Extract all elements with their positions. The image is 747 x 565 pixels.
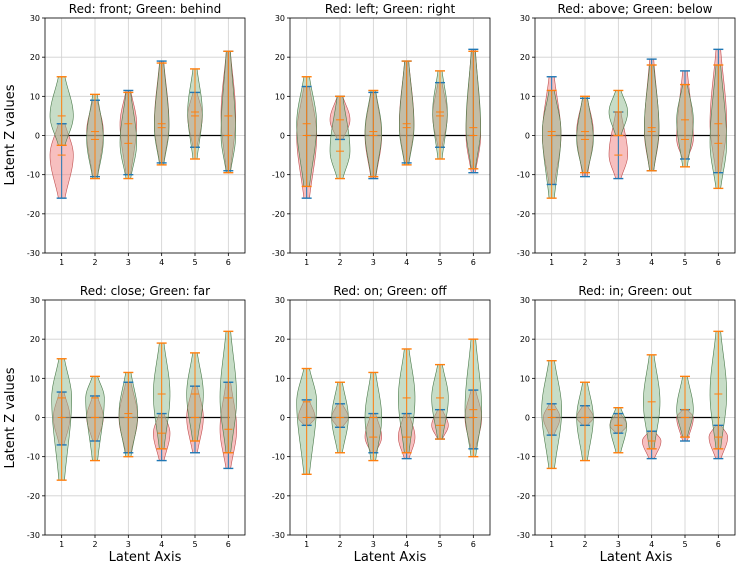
y-tick-label: -30 xyxy=(272,531,285,540)
x-tick-label: 4 xyxy=(404,258,409,267)
x-tick-label: 2 xyxy=(337,540,342,549)
x-tick-label: 6 xyxy=(226,258,231,267)
y-tick-label: 30 xyxy=(520,296,530,305)
y-axis-label-top: Latent Z values xyxy=(3,84,18,185)
y-tick-label: -20 xyxy=(27,210,40,219)
x-tick-label: 6 xyxy=(471,258,476,267)
x-tick-label: 5 xyxy=(192,540,197,549)
panel-title: Red: on; Green: off xyxy=(333,284,447,298)
y-tick-label: 10 xyxy=(30,92,40,101)
x-axis-label-3: Latent Axis xyxy=(600,550,673,565)
y-tick-label: 10 xyxy=(520,92,530,101)
x-tick-label: 5 xyxy=(437,540,442,549)
x-tick-label: 4 xyxy=(649,258,654,267)
x-tick-label: 4 xyxy=(159,540,164,549)
x-tick-label: 1 xyxy=(304,540,309,549)
y-tick-label: -10 xyxy=(27,171,40,180)
y-tick-label: 30 xyxy=(275,14,285,23)
y-tick-label: -20 xyxy=(272,210,285,219)
panel-title: Red: in; Green: out xyxy=(578,284,692,298)
x-tick-label: 5 xyxy=(192,258,197,267)
x-tick-label: 6 xyxy=(226,540,231,549)
y-tick-label: -10 xyxy=(517,171,530,180)
y-tick-label: -20 xyxy=(27,492,40,501)
y-tick-label: 10 xyxy=(30,374,40,383)
x-tick-label: 5 xyxy=(682,540,687,549)
y-tick-label: 20 xyxy=(275,335,285,344)
panel-title: Red: close; Green: far xyxy=(80,284,210,298)
y-tick-label: 20 xyxy=(30,335,40,344)
panel-4: -30 -20 -10 0 10 20 30 1 2 3 4 5 6 Red: close; Green:… xyxy=(27,284,246,549)
panel-3: -30 -20 -10 0 10 20 30 1 2 3 4 5 6 Red: above; Green:… xyxy=(517,2,736,267)
x-tick-label: 3 xyxy=(371,540,376,549)
y-tick-label: 30 xyxy=(275,296,285,305)
x-tick-label: 2 xyxy=(337,258,342,267)
y-tick-label: -20 xyxy=(517,210,530,219)
y-tick-label: -30 xyxy=(27,531,40,540)
y-tick-label: 0 xyxy=(280,132,285,141)
y-tick-label: 0 xyxy=(280,414,285,423)
x-axis-label-1: Latent Axis xyxy=(109,550,182,565)
y-tick-label: -30 xyxy=(272,249,285,258)
y-tick-label: 20 xyxy=(520,335,530,344)
x-tick-label: 2 xyxy=(582,258,587,267)
y-tick-label: -20 xyxy=(272,492,285,501)
y-tick-label: 0 xyxy=(35,132,40,141)
x-tick-label: 2 xyxy=(92,540,97,549)
y-tick-label: -30 xyxy=(517,249,530,258)
y-tick-label: 20 xyxy=(30,53,40,62)
x-axis-label-2: Latent Axis xyxy=(354,550,427,565)
x-tick-label: 3 xyxy=(126,540,131,549)
y-tick-label: 20 xyxy=(275,53,285,62)
x-tick-label: 4 xyxy=(404,540,409,549)
x-tick-label: 1 xyxy=(549,540,554,549)
panel-6: -30 -20 -10 0 10 20 30 1 2 3 4 5 6 Red: in; Green: ou… xyxy=(517,284,736,549)
x-tick-label: 5 xyxy=(437,258,442,267)
x-tick-label: 1 xyxy=(59,540,64,549)
x-tick-label: 6 xyxy=(716,540,721,549)
y-axis-label-bottom: Latent Z values xyxy=(3,367,18,468)
y-tick-label: 20 xyxy=(520,53,530,62)
x-tick-label: 6 xyxy=(716,258,721,267)
y-tick-label: -30 xyxy=(27,249,40,258)
y-tick-label: -10 xyxy=(517,453,530,462)
panel-2: -30 -20 -10 0 10 20 30 1 2 3 4 5 6 Red: left; Green: … xyxy=(272,2,491,267)
panel-1: -30 -20 -10 0 10 20 30 1 2 3 4 5 6 Red: front; Green:… xyxy=(27,2,246,267)
x-tick-label: 3 xyxy=(371,258,376,267)
x-tick-label: 3 xyxy=(616,258,621,267)
x-tick-label: 2 xyxy=(92,258,97,267)
y-tick-label: 0 xyxy=(35,414,40,423)
y-tick-label: -30 xyxy=(517,531,530,540)
y-tick-label: -10 xyxy=(27,453,40,462)
y-tick-label: -10 xyxy=(272,171,285,180)
x-tick-label: 2 xyxy=(582,540,587,549)
x-tick-label: 1 xyxy=(304,258,309,267)
y-tick-label: 30 xyxy=(520,14,530,23)
y-tick-label: 10 xyxy=(275,92,285,101)
y-tick-label: 0 xyxy=(525,414,530,423)
x-tick-label: 3 xyxy=(126,258,131,267)
y-tick-label: 30 xyxy=(30,14,40,23)
x-tick-label: 3 xyxy=(616,540,621,549)
panel-title: Red: above; Green: below xyxy=(558,2,713,16)
x-tick-label: 6 xyxy=(471,540,476,549)
y-tick-label: -10 xyxy=(272,453,285,462)
x-tick-label: 4 xyxy=(649,540,654,549)
x-tick-label: 4 xyxy=(159,258,164,267)
y-tick-label: 0 xyxy=(525,132,530,141)
y-tick-label: 10 xyxy=(520,374,530,383)
y-tick-label: -20 xyxy=(517,492,530,501)
panel-title: Red: left; Green: right xyxy=(325,2,456,16)
y-tick-label: 30 xyxy=(30,296,40,305)
panel-title: Red: front; Green: behind xyxy=(69,2,221,16)
panel-5: -30 -20 -10 0 10 20 30 1 2 3 4 5 6 Red: on; Green: of… xyxy=(272,284,491,549)
x-tick-label: 5 xyxy=(682,258,687,267)
x-tick-label: 1 xyxy=(59,258,64,267)
x-tick-label: 1 xyxy=(549,258,554,267)
y-tick-label: 10 xyxy=(275,374,285,383)
